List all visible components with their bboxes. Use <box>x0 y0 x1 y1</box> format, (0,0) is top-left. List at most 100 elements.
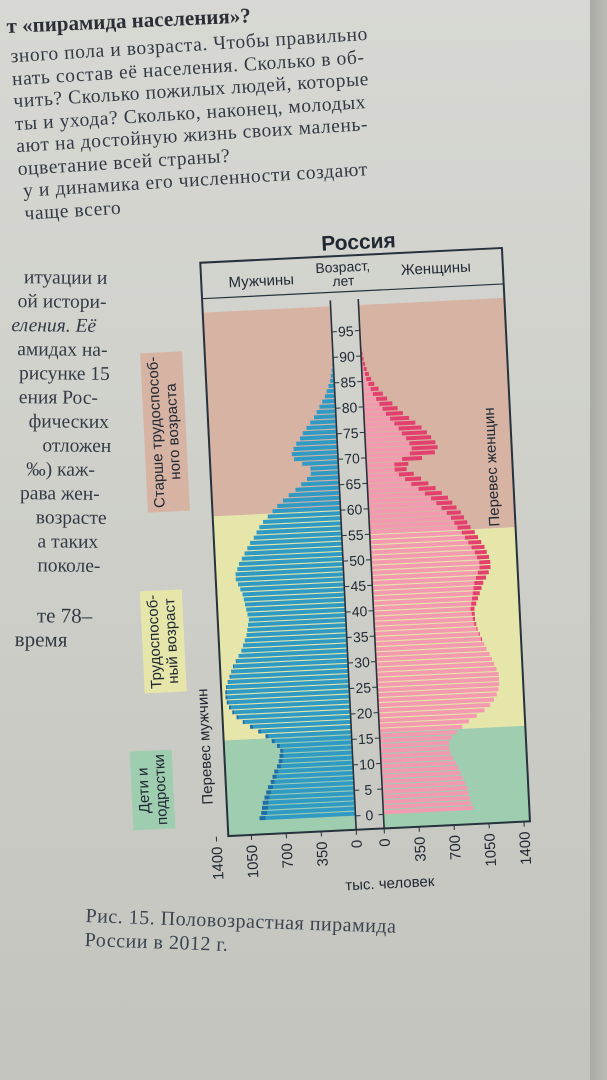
male-bar <box>241 551 343 561</box>
female-excess-bar <box>364 371 370 377</box>
male-excess-bar <box>262 800 269 805</box>
male-bar <box>237 577 345 587</box>
female-excess-bar <box>411 445 438 451</box>
age-group-label-bg <box>140 351 190 513</box>
age-tick-label: 0 <box>365 807 374 823</box>
female-bar <box>382 785 468 794</box>
x-axis-label: тыс. человек <box>345 873 435 894</box>
female-bar <box>377 687 499 698</box>
male-bar <box>310 470 339 476</box>
male-bar <box>282 495 341 503</box>
female-bar <box>372 575 477 586</box>
female-excess-bar <box>418 486 436 491</box>
female-bar <box>376 666 497 677</box>
male-bar <box>310 465 339 471</box>
male-bar <box>246 628 347 638</box>
female-bar <box>367 486 419 494</box>
female-excess-bar <box>363 366 367 371</box>
age-group-label: Дети иподростки <box>134 754 171 826</box>
age-tick-label: 65 <box>345 476 362 493</box>
female-bar <box>365 451 410 458</box>
female-bar <box>369 530 462 540</box>
female-bar <box>377 692 497 703</box>
female-excess-bar <box>390 415 410 421</box>
female-excess-bar <box>470 606 475 611</box>
female-bar <box>370 540 469 550</box>
female-bar <box>364 416 391 423</box>
male-bar <box>302 429 337 436</box>
age-tick-label: 30 <box>354 654 371 671</box>
male-bar <box>278 765 354 774</box>
female-excess-bar <box>382 406 398 411</box>
male-excess-bar <box>261 805 269 810</box>
male-bar <box>249 536 343 546</box>
male-bar <box>267 806 356 815</box>
female-bar <box>370 545 472 555</box>
male-excess-bar <box>225 695 228 700</box>
male-bar <box>296 439 338 446</box>
x-tick-label: 0 <box>349 839 366 848</box>
male-excess-bar <box>229 674 231 679</box>
male-excess-bar <box>232 710 235 715</box>
male-bar <box>244 546 343 556</box>
male-bar <box>282 755 353 764</box>
female-excess-bar <box>478 631 480 636</box>
female-bar <box>375 641 485 652</box>
female-bar <box>381 765 459 774</box>
female-excess-bar <box>475 575 487 580</box>
female-excess-bar <box>424 490 442 496</box>
bars-group <box>225 331 500 821</box>
male-bar <box>279 740 352 748</box>
female-bar <box>366 457 403 463</box>
female-bar <box>363 397 377 402</box>
x-tick-label: 0 <box>377 838 394 847</box>
male-bar <box>243 592 345 602</box>
female-excess-bar <box>472 616 476 621</box>
male-bar <box>238 709 351 720</box>
x-tick-label: 1400 <box>209 846 228 880</box>
male-bar <box>227 689 350 700</box>
female-excess-bar <box>474 621 477 626</box>
female-bar <box>380 755 453 764</box>
male-bar <box>237 562 344 572</box>
age-group-label: Старше трудоспособ-ного возраста <box>144 355 185 508</box>
female-excess-bar <box>472 591 480 596</box>
age-ticks-group: 0 5 10 15 20 25 30 35 40 45 50 55 60 65 70 75 80 85 90 95 <box>331 323 384 823</box>
female-excess-bar <box>471 596 479 601</box>
male-bar <box>244 633 347 643</box>
male-excess-bar <box>272 774 277 779</box>
female-bar <box>362 382 369 387</box>
female-bar <box>382 780 466 789</box>
female-bar <box>364 431 402 438</box>
male-bar <box>230 699 350 710</box>
female-bar <box>372 586 474 596</box>
female-excess-bar <box>398 471 414 477</box>
male-bar <box>293 455 339 462</box>
male-excess-bar <box>226 700 229 705</box>
female-excess-bar <box>479 559 491 565</box>
female-excess-bar <box>480 636 483 641</box>
x-tick-label: 1400 <box>516 831 535 865</box>
male-bar <box>299 434 338 441</box>
male-bar <box>313 414 337 420</box>
male-bar <box>226 679 349 690</box>
female-excess-bar <box>474 549 487 555</box>
female-bar <box>368 496 432 504</box>
age-tick-label: 90 <box>339 348 356 365</box>
age-tick-label: 45 <box>350 578 367 595</box>
female-bar <box>375 646 487 657</box>
female-bar <box>379 735 452 743</box>
female-bar <box>362 387 371 392</box>
female-bar <box>368 501 437 509</box>
male-bar <box>326 388 335 394</box>
male-bar <box>232 663 349 674</box>
female-excess-bar <box>362 361 366 366</box>
age-tick-label: 15 <box>358 730 375 747</box>
female-bar <box>382 800 472 810</box>
age-group-label-line: Дети и <box>134 767 153 814</box>
female-excess-bar <box>398 425 422 431</box>
male-bar <box>248 612 346 622</box>
male-bar <box>276 770 354 779</box>
female-excess-bar <box>379 401 393 406</box>
